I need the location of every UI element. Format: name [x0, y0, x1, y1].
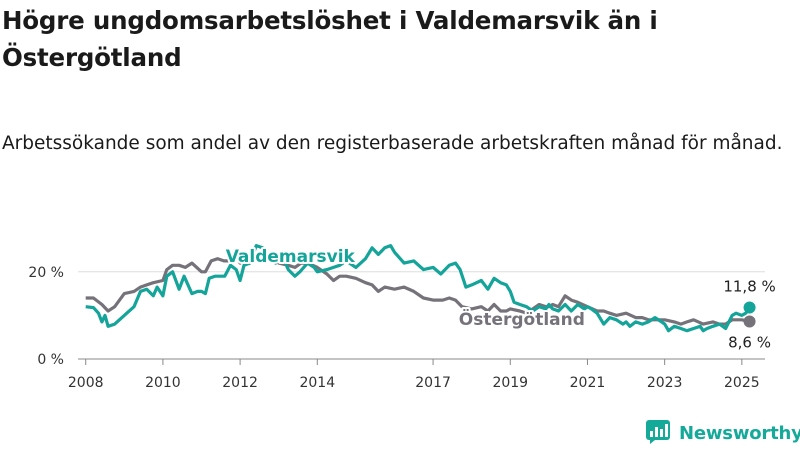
series-line — [85, 250, 750, 326]
line-chart: 0 % 20 % 2008 2010 2012 2014 2017 2019 2021 2023… — [28, 244, 776, 391]
newsworthy-chart-logo-icon — [646, 418, 672, 448]
newsworthy-brand: Newsworthy — [646, 420, 800, 446]
series-labels: Valdemarsvik Östergötland 11,8 % 8,6 % — [224, 245, 776, 352]
chart-subtitle: Arbetssökande som andel av den registerb… — [2, 133, 783, 154]
series-end-value-label: 11,8 % — [723, 278, 775, 296]
y-tick-label: 0 % — [37, 352, 64, 368]
x-tick-label: 2019 — [492, 375, 528, 391]
series-end-point — [743, 315, 756, 328]
x-tick-label: 2008 — [68, 375, 104, 391]
series-line — [85, 244, 751, 333]
x-tick-label: 2010 — [145, 375, 181, 391]
series-end-point — [743, 301, 756, 314]
x-tick-label: 2012 — [222, 375, 258, 391]
x-tick-label: 2014 — [299, 375, 335, 391]
x-tick-label: 2017 — [415, 375, 451, 391]
series-lines — [85, 244, 756, 333]
x-tick-label: 2023 — [647, 375, 683, 391]
series-end-value-label: 8,6 % — [728, 334, 771, 352]
x-tick-label: 2025 — [724, 375, 760, 391]
series-name-label: Valdemarsvik — [226, 247, 356, 267]
chart-title: Högre ungdomsarbetslöshet i Valdemarsvik… — [2, 6, 658, 72]
y-tick-label: 20 % — [28, 265, 64, 281]
grid-lines: 0 % 20 % — [28, 265, 765, 368]
brand-name: Newsworthy — [679, 422, 800, 444]
x-tick-label: 2021 — [570, 375, 606, 391]
series-name-label: Östergötland — [459, 308, 585, 330]
x-axis: 2008 2010 2012 2014 2017 2019 2021 2023 2025 — [68, 359, 760, 391]
